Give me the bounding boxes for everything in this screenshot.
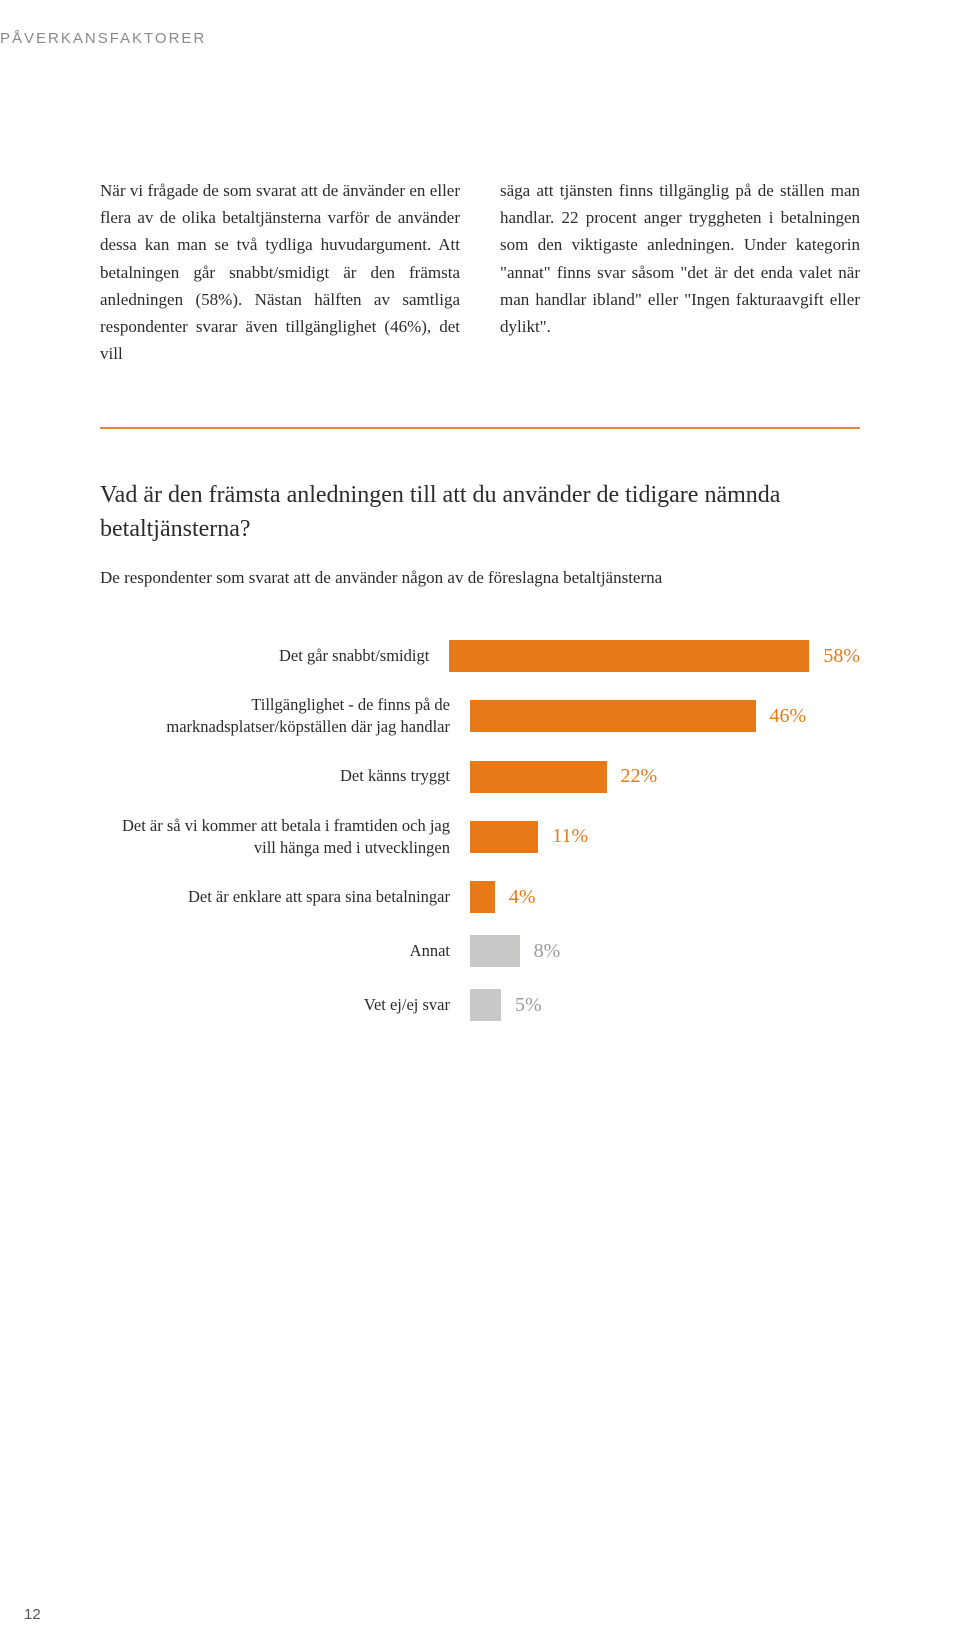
chart-row-value: 4%	[509, 886, 536, 909]
chart-row: Vet ej/ej svar 5%	[100, 989, 860, 1021]
body-column-left: När vi frågade de som svarat att de änvä…	[100, 177, 460, 367]
question-title: Vad är den främsta anledningen till att …	[100, 479, 860, 546]
chart-bar-area: 8%	[470, 935, 860, 967]
chart-row-label: Tillgänglighet - de finns på de marknads…	[100, 694, 470, 739]
chart-row: Det är enklare att spara sina betalninga…	[100, 881, 860, 913]
chart-bar-area: 11%	[470, 821, 860, 853]
chart-row: Tillgänglighet - de finns på de marknads…	[100, 694, 860, 739]
chart-row-value: 8%	[534, 940, 561, 963]
question-subtitle: De respondenter som svarat att de använd…	[100, 565, 860, 591]
chart-bar	[470, 761, 607, 793]
chart-bar	[449, 640, 809, 672]
body-column-right: säga att tjänsten finns tillgänglig på d…	[500, 177, 860, 367]
chart-bar-area: 58%	[449, 640, 860, 672]
chart-bar-area: 4%	[470, 881, 860, 913]
chart-row: Det går snabbt/smidigt 58%	[100, 640, 860, 672]
chart-row-label: Det är enklare att spara sina betalninga…	[100, 886, 470, 908]
chart-bar-area: 46%	[470, 700, 860, 732]
chart-row-value: 46%	[770, 705, 807, 728]
question-block: Vad är den främsta anledningen till att …	[100, 479, 860, 590]
chart-bar	[470, 935, 520, 967]
chart-row-label: Det går snabbt/smidigt	[100, 645, 449, 667]
chart-row: Det känns tryggt 22%	[100, 761, 860, 793]
chart-row: Det är så vi kommer att betala i framtid…	[100, 815, 860, 860]
chart-row-label: Det är så vi kommer att betala i framtid…	[100, 815, 470, 860]
chart-row-value: 22%	[621, 765, 658, 788]
chart-row-label: Det känns tryggt	[100, 765, 470, 787]
chart-row-label: Vet ej/ej svar	[100, 994, 470, 1016]
chart-bar	[470, 881, 495, 913]
chart-row: Annat 8%	[100, 935, 860, 967]
bar-chart: Det går snabbt/smidigt 58% Tillgänglighet …	[100, 640, 860, 1021]
chart-bar	[470, 989, 501, 1021]
chart-bar-area: 22%	[470, 761, 860, 793]
chart-row-value: 11%	[552, 825, 588, 848]
chart-row-value: 5%	[515, 994, 542, 1017]
chart-bar	[470, 700, 756, 732]
page-number: 12	[24, 1606, 41, 1623]
section-header: PÅVERKANSFAKTORER	[0, 30, 880, 47]
body-columns: När vi frågade de som svarat att de änvä…	[100, 177, 860, 367]
page: PÅVERKANSFAKTORER När vi frågade de som …	[0, 0, 960, 1647]
chart-row-value: 58%	[823, 645, 860, 668]
chart-bar-area: 5%	[470, 989, 860, 1021]
chart-bar	[470, 821, 538, 853]
divider	[100, 427, 860, 429]
chart-row-label: Annat	[100, 940, 470, 962]
